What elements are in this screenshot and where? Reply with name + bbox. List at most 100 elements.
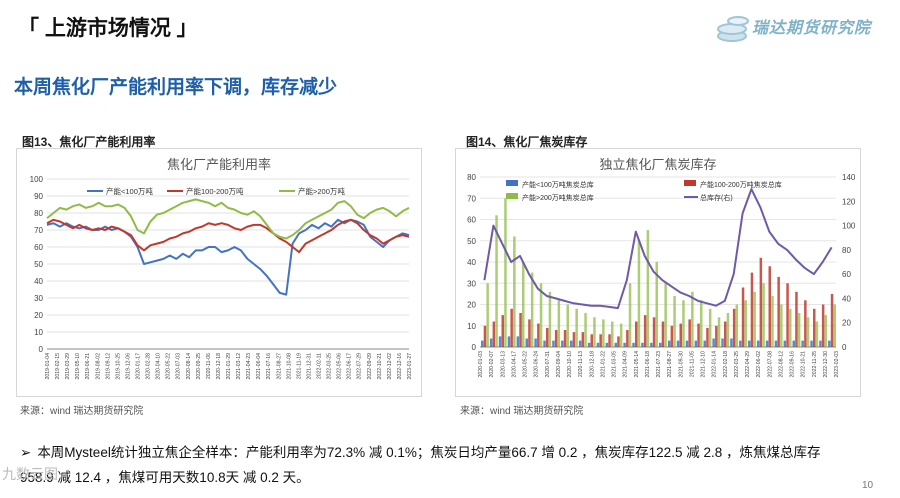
bar	[537, 323, 540, 347]
bar	[632, 342, 635, 348]
legend-label: 产能>200万吨焦炭总库	[522, 193, 594, 202]
bar	[795, 291, 798, 348]
x-tick-label: 2021-09-30	[678, 351, 684, 378]
x-tick-label: 2020-02-07	[489, 351, 495, 378]
y-tick-label: 70	[34, 226, 43, 235]
y-right-tick-label: 100	[842, 222, 856, 231]
y-right-tick-label: 60	[842, 270, 851, 279]
coke-inventory-chart: 独立焦化厂焦炭库存 0 10 20 30 40 50 60 70 80 0 20 40 60 80 100 1…	[467, 157, 856, 378]
company-logo	[717, 16, 749, 42]
coin-stack-icon	[717, 16, 749, 42]
bar	[813, 308, 816, 348]
bar	[679, 323, 682, 347]
x-tick-label: 2020-02-28	[146, 353, 152, 380]
bar	[741, 287, 745, 347]
x-tick-label: 2020-06-24	[534, 351, 540, 378]
x-tick-label: 2022-09-09	[367, 353, 373, 380]
bar	[810, 340, 813, 347]
y-right-tick-label: 80	[842, 246, 851, 255]
bar	[700, 300, 703, 348]
y-right-tick-label: 0	[842, 343, 847, 352]
bar	[750, 272, 754, 347]
bar	[507, 336, 511, 347]
bar	[534, 338, 537, 347]
bar	[650, 342, 653, 348]
bullet-text-2: 958.9 减 12.4 ，焦煤可用天数10.8天 减 0.2 天。	[20, 470, 310, 485]
figure-14-caption: 图14、焦化厂焦炭库存	[466, 135, 588, 149]
y-left-tick-label: 10	[467, 322, 476, 331]
x-tick-label: 2022-04-29	[745, 351, 751, 378]
x-tick-label: 2020-12-18	[589, 351, 595, 378]
x-tick-label: 2021-01-22	[600, 351, 606, 378]
bar	[661, 321, 665, 347]
bar	[804, 300, 807, 348]
bar	[504, 198, 507, 348]
summary-bullet: ➢ 本周Mysteel统计独立焦企全样本：产能利用率为72.3% 减 0.1%；焦…	[20, 440, 880, 490]
legend-label: 产能<100万吨焦炭总库	[522, 180, 594, 189]
bar	[628, 283, 632, 348]
bar	[801, 340, 804, 347]
chart-title: 独立焦化厂焦炭库存	[599, 157, 716, 172]
y-tick-label: 50	[34, 260, 43, 269]
x-tick-label: 2021-06-04	[256, 353, 262, 380]
bar	[783, 340, 787, 347]
bar	[575, 308, 578, 348]
bar	[617, 336, 620, 347]
x-tick-label: 2022-12-30	[823, 351, 829, 378]
x-tick-label: 2021-12-10	[701, 351, 707, 378]
bar	[667, 340, 671, 347]
series-line	[46, 198, 410, 240]
x-tick-label: 2020-08-14	[186, 353, 192, 380]
bar	[530, 272, 534, 347]
y-tick-label: 100	[30, 175, 44, 184]
x-tick-label: 2021-08-27	[276, 353, 282, 380]
x-tick-label: 2019-03-29	[65, 353, 71, 380]
legend-label: 产能>200万吨	[298, 186, 345, 196]
bar	[498, 336, 502, 347]
bar	[780, 304, 783, 347]
bullet-arrow-icon: ➢	[20, 445, 32, 460]
bar	[599, 334, 602, 348]
series-line	[46, 218, 410, 296]
bar	[712, 338, 715, 347]
y-tick-label: 10	[34, 328, 43, 337]
x-tick-label: 2020-05-22	[166, 353, 172, 380]
bar	[717, 317, 721, 348]
y-right-tick-label: 140	[842, 173, 856, 182]
x-tick-label: 2022-06-02	[756, 351, 762, 378]
x-tick-label: 2021-03-05	[612, 351, 618, 378]
bar	[688, 319, 691, 347]
bar	[611, 321, 614, 347]
bar	[516, 336, 520, 347]
bar	[637, 240, 641, 348]
bar	[554, 330, 558, 347]
x-tick-label: 2019-08-02	[95, 353, 101, 380]
bar	[501, 315, 504, 347]
x-tick-label: 2022-10-21	[377, 353, 383, 380]
bar	[777, 276, 780, 347]
bar	[519, 313, 522, 347]
x-tick-label: 2020-05-22	[523, 351, 529, 378]
x-tick-label: 2019-06-21	[85, 353, 91, 380]
bar	[635, 321, 638, 347]
legend-label: 产能<100万吨	[106, 186, 153, 196]
bar	[655, 262, 658, 347]
x-tick-label: 2022-03-25	[734, 351, 740, 378]
bar	[596, 342, 600, 348]
logo-text: 瑞达期货研究院	[752, 20, 872, 37]
bar	[726, 313, 730, 347]
bar	[581, 332, 585, 347]
figure-13-panel: 焦化厂产能利用率 0 10 20 30 40 50 60 70 80 90 100 2019-01-…	[16, 148, 422, 397]
bar	[685, 340, 689, 347]
bar	[771, 296, 774, 347]
bar	[539, 283, 543, 348]
x-tick-label: 2022-09-16	[790, 351, 796, 378]
y-left-tick-label: 0	[472, 343, 477, 352]
x-tick-label: 2020-12-18	[216, 353, 222, 380]
bar	[543, 340, 546, 347]
y-tick-label: 60	[34, 243, 43, 252]
bar	[797, 313, 801, 347]
x-tick-label: 2020-01-17	[136, 353, 142, 380]
x-tick-label: 2019-09-12	[105, 353, 111, 380]
bar	[806, 317, 810, 348]
